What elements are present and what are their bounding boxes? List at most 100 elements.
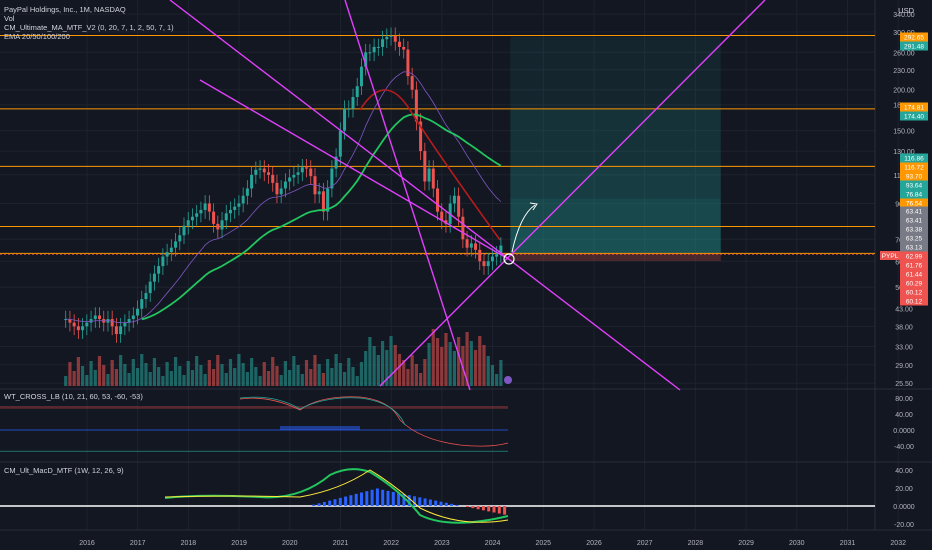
volume-bar — [85, 375, 89, 386]
volume-bar — [342, 372, 347, 386]
candle-body — [478, 249, 482, 262]
candle-body — [271, 174, 275, 183]
candle-body — [465, 239, 469, 248]
candle-body — [431, 168, 435, 189]
price-label-text: 61.76 — [906, 263, 923, 270]
volume-bar — [254, 367, 258, 386]
price-label-text: 63.38 — [906, 227, 923, 234]
volume-bar — [199, 365, 203, 386]
macd-histogram-bar — [402, 494, 406, 506]
volume-bar — [228, 359, 233, 386]
macd-histogram-bar — [333, 499, 337, 506]
macd-histogram-bar — [413, 496, 416, 506]
time-axis: 2016 2017 2018 2019 2020 2021 2022 2023 2024 2025… — [79, 540, 906, 547]
candle-body — [140, 299, 144, 309]
volume-bar — [486, 356, 490, 386]
volume-bar — [178, 366, 182, 386]
ema20-line — [65, 71, 502, 324]
volume-bar — [288, 370, 292, 386]
candle-body — [423, 151, 427, 182]
wt-overbought-band — [0, 406, 508, 409]
volume-bar — [224, 373, 228, 386]
volume-bar — [300, 374, 304, 386]
volume-bar — [338, 363, 342, 386]
candle-body — [469, 243, 473, 248]
candle-body — [110, 319, 114, 327]
macd-histogram-bar — [503, 506, 507, 515]
candle-body — [457, 195, 461, 217]
price-label-box — [900, 206, 928, 216]
wt-tick-label: -40.00 — [894, 444, 914, 451]
volume-bar — [169, 371, 173, 386]
volume-bar — [110, 360, 114, 386]
candle-body — [237, 203, 241, 207]
volume-bar — [211, 369, 216, 386]
candle-body — [195, 213, 199, 217]
macd-histogram-bar — [397, 493, 401, 506]
macd-histogram-bar — [360, 492, 363, 506]
volume-bar — [271, 357, 275, 386]
price-label-box — [900, 251, 928, 261]
candle-body — [292, 174, 296, 178]
macd-histogram-bar — [354, 493, 358, 506]
candle-body — [212, 211, 216, 224]
x-tick-label: 2028 — [688, 540, 704, 547]
volume-bar — [68, 362, 72, 386]
volume-bar — [321, 373, 326, 386]
candle-body — [376, 46, 380, 48]
wt-tick-label: 0.0000 — [893, 428, 915, 435]
volume-bar — [296, 365, 300, 386]
y-tick-label: 38.00 — [895, 324, 913, 331]
candle-body — [220, 220, 224, 230]
ema-lines — [65, 71, 502, 324]
candle-body — [343, 108, 347, 131]
volume-bar — [317, 364, 321, 386]
volume-bar — [81, 366, 85, 386]
x-tick-label: 2024 — [485, 540, 501, 547]
macd-histogram-bar — [455, 504, 459, 506]
volume-bar — [266, 371, 271, 386]
volume-bar — [397, 354, 402, 386]
price-label-text: 93.70 — [906, 174, 923, 181]
volume-bar — [165, 362, 169, 386]
macd-histogram-bar — [418, 497, 422, 506]
candle-body — [98, 315, 102, 320]
candle-body — [359, 66, 363, 87]
candle-body — [275, 182, 279, 195]
arrow-head — [529, 202, 538, 211]
macd-histogram-bar — [450, 503, 454, 506]
volume-bar — [123, 364, 127, 386]
macd-tick-label: 40.00 — [895, 468, 913, 475]
price-label-box — [900, 162, 928, 172]
macd-tick-label: 0.0000 — [893, 504, 915, 511]
horizontal-levels[interactable] — [0, 34, 875, 255]
candle-body — [461, 216, 465, 240]
y-tick-label: 200.00 — [893, 88, 915, 95]
indicator-panes — [0, 396, 875, 524]
price-label-box — [900, 153, 928, 163]
candle-body — [228, 209, 232, 214]
candle-body — [326, 188, 330, 212]
volume-bar — [203, 374, 207, 386]
volume-bar — [499, 360, 503, 386]
candle-body — [199, 209, 203, 214]
price-label-text: 62.99 — [906, 254, 923, 261]
volume-bar — [304, 360, 309, 386]
price-axis: 340.00300.00260.00230.00200.00180.00150.… — [880, 12, 928, 529]
candle-body — [267, 172, 271, 175]
candle-body — [178, 235, 182, 242]
volume-bar — [97, 356, 102, 386]
currency-label[interactable]: USD — [898, 6, 914, 15]
price-label-box — [900, 287, 928, 297]
price-label-box — [900, 41, 928, 51]
macd-histogram-bar — [444, 502, 448, 506]
event-icon — [504, 376, 512, 384]
candle-body — [355, 86, 359, 98]
volume-bar — [406, 369, 410, 386]
candlesticks[interactable] — [64, 27, 503, 343]
wt-cross-label: WT_CROSS_LB (10, 21, 60, 53, -60, -53) — [4, 392, 143, 401]
trend-lines[interactable] — [169, 0, 766, 391]
price-label-box — [900, 32, 928, 42]
candle-body — [330, 168, 334, 189]
